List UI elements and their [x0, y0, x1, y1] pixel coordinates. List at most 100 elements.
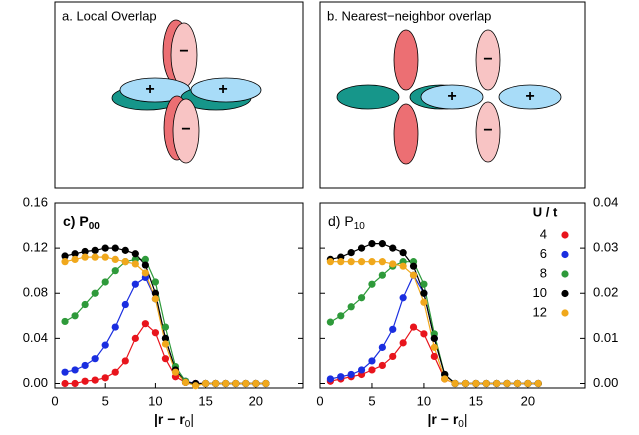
data-point [141, 320, 149, 328]
data-point [441, 375, 449, 383]
data-point [151, 278, 160, 286]
data-point [131, 260, 139, 268]
y-tick-label: 0.01 [593, 330, 618, 345]
data-point [61, 258, 69, 266]
data-point [420, 280, 428, 288]
data-point [111, 244, 119, 252]
legend-label: 12 [533, 304, 547, 319]
data-point [513, 379, 522, 388]
data-point [212, 379, 220, 388]
sign: − [483, 122, 492, 139]
y-tick-label: 0.03 [593, 240, 618, 255]
data-point [71, 366, 79, 374]
data-point [503, 379, 511, 388]
fit-line [64, 258, 266, 386]
panel-a: a. Local Overlap − + + − [54, 1, 304, 189]
chart-title-main: c) P [63, 213, 89, 229]
data-point [378, 343, 386, 351]
data-point [399, 249, 407, 257]
x-tick-label: 20 [249, 393, 263, 408]
data-point [111, 323, 119, 331]
orbital-lobe [475, 29, 501, 91]
data-point [409, 323, 418, 331]
orbital-lobe [172, 98, 200, 164]
data-point [81, 300, 89, 309]
data-point [399, 294, 407, 302]
data-point [161, 340, 170, 348]
orbital-lobe [190, 77, 262, 103]
data-point [141, 255, 149, 264]
x-axis-label-end: | [464, 411, 468, 427]
data-point [326, 258, 334, 266]
data-point [151, 289, 160, 297]
data-point [368, 357, 376, 365]
sign: − [179, 43, 188, 60]
data-point [493, 379, 501, 388]
sign: + [145, 81, 154, 98]
data-point [131, 334, 139, 342]
data-point [61, 368, 69, 376]
data-point [151, 329, 160, 337]
data-point [61, 252, 69, 260]
data-point [357, 244, 366, 252]
y-tick-label: 0.16 [23, 194, 48, 209]
legend-title: U / t [533, 204, 558, 219]
data-point [368, 240, 376, 248]
orbital-lobe [498, 84, 562, 110]
data-point [71, 379, 79, 388]
data-point [171, 368, 180, 376]
data-point [101, 244, 109, 252]
fit-line [330, 261, 539, 385]
data-point [111, 267, 119, 275]
data-point [91, 289, 99, 297]
data-point [326, 375, 334, 383]
data-point [222, 379, 230, 388]
data-point [472, 379, 480, 388]
data-point [389, 352, 397, 361]
data-point [357, 258, 366, 266]
data-point [141, 269, 149, 277]
panel-frame [319, 1, 586, 189]
data-point [368, 258, 376, 266]
orbital-lobe [393, 29, 419, 91]
data-point [378, 361, 386, 370]
data-point [347, 258, 355, 266]
data-point [337, 312, 345, 320]
data-point [420, 330, 428, 338]
data-point [399, 262, 407, 270]
x-tick-label: 10 [417, 393, 431, 408]
x-axis-label: |r − r0| [428, 411, 468, 430]
data-point [121, 300, 129, 309]
data-point [430, 352, 438, 361]
chart-title: c) P00 [63, 213, 100, 232]
x-axis-label-main: |r − r [154, 411, 185, 427]
x-tick-label: 10 [148, 393, 162, 408]
fit-line [330, 261, 539, 385]
data-point [181, 378, 190, 386]
orbital-lobe [475, 101, 501, 163]
data-point [101, 374, 109, 382]
x-tick-label: 5 [102, 393, 109, 408]
data-point [389, 244, 397, 252]
data-point [347, 303, 355, 311]
data-point [121, 258, 129, 266]
chart-title-sub: 10 [354, 221, 366, 232]
legend-marker [561, 231, 569, 239]
panel-frame [54, 1, 304, 189]
data-point [131, 280, 139, 288]
data-point [461, 379, 470, 388]
data-point [141, 261, 149, 269]
data-point [101, 341, 109, 349]
legend-label: 6 [540, 246, 547, 261]
plot-frame [319, 202, 586, 389]
data-point [399, 339, 407, 347]
data-point [202, 379, 210, 388]
data-point [101, 253, 109, 261]
y-tick-label: 0.02 [593, 285, 618, 300]
chart-title-main: d) P [328, 213, 354, 229]
data-point [262, 379, 270, 388]
x-tick-label: 0 [51, 393, 58, 408]
data-point [91, 246, 99, 254]
x-axis-label-sub: 0 [185, 419, 191, 430]
